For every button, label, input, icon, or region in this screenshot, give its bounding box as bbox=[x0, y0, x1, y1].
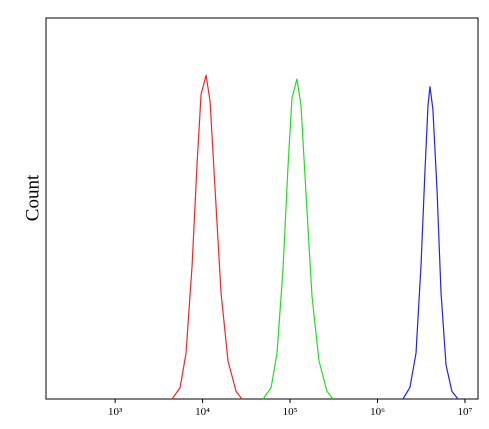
x-tick-label: 10⁷ bbox=[458, 406, 473, 418]
histogram-curve bbox=[262, 78, 334, 400]
x-tick-label: 10⁴ bbox=[195, 406, 210, 418]
y-axis-label: Count bbox=[22, 174, 43, 221]
plot-frame bbox=[45, 17, 479, 400]
histogram-curve bbox=[171, 74, 243, 400]
x-tick-label: 10⁶ bbox=[370, 406, 385, 418]
histogram-curve bbox=[402, 85, 459, 400]
x-tick-label: 10⁵ bbox=[283, 406, 298, 418]
x-tick-label: 10³ bbox=[108, 406, 123, 418]
